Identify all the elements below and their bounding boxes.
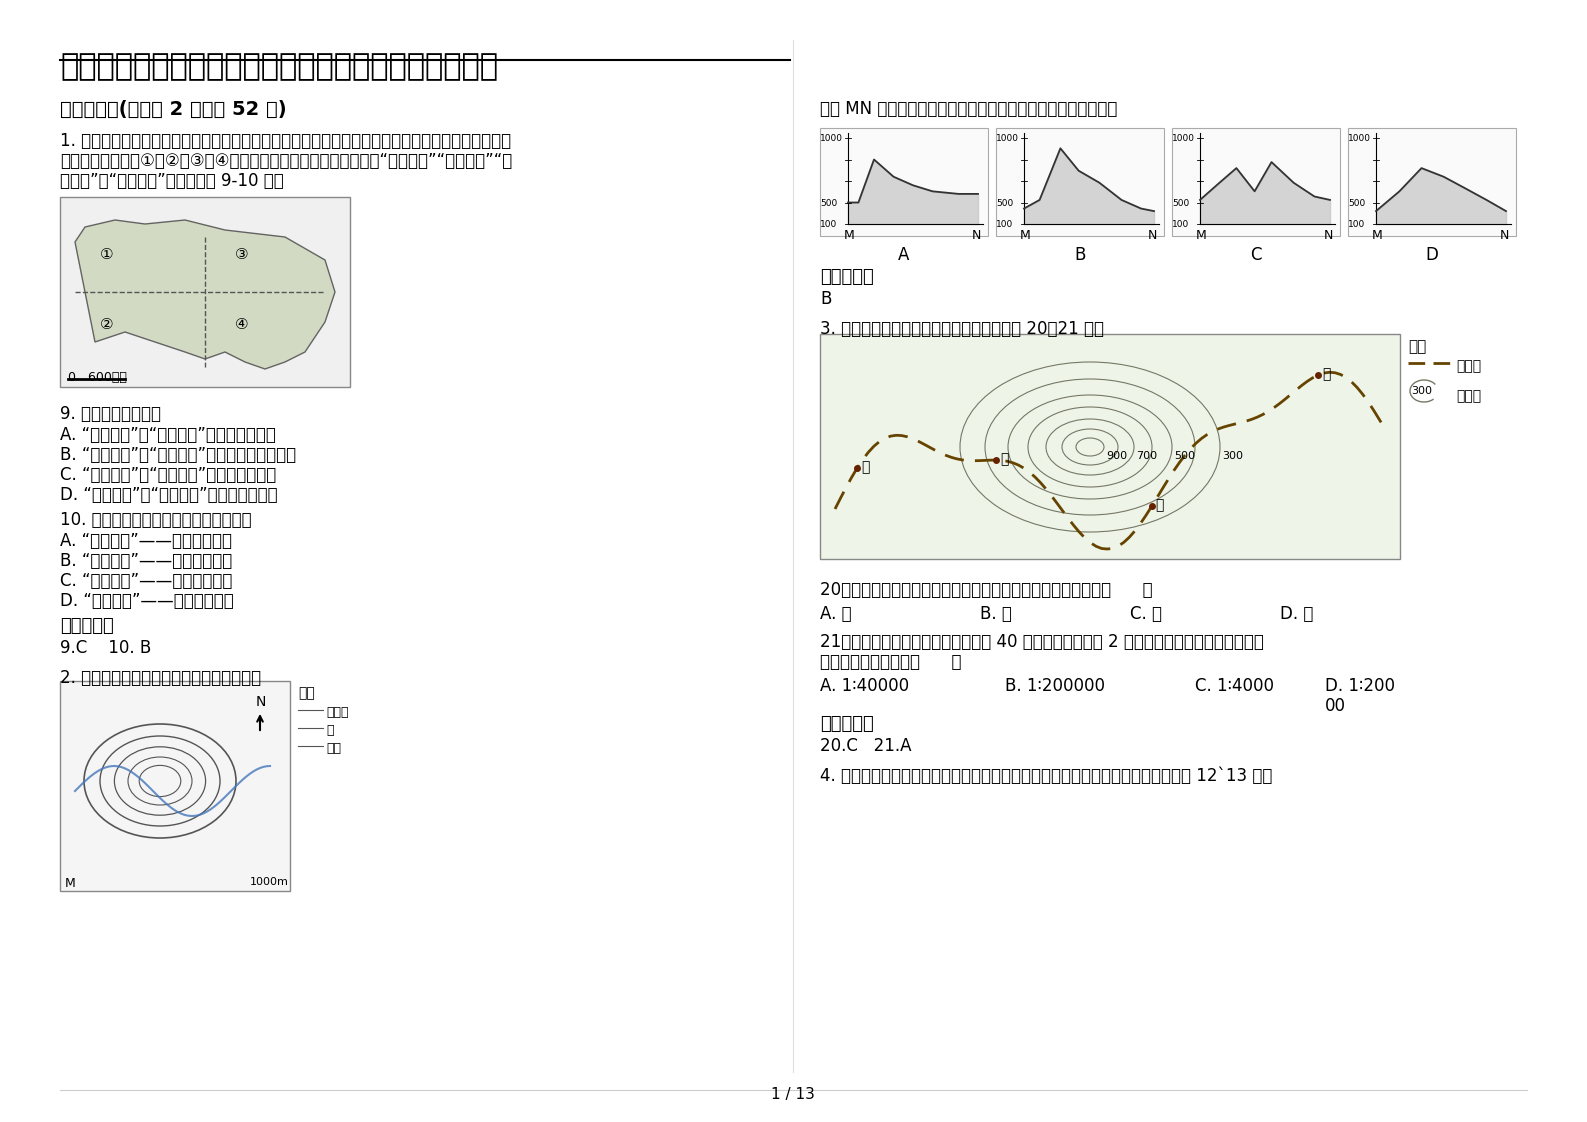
Text: 参考答案：: 参考答案： — [60, 617, 114, 635]
Text: 300: 300 — [1411, 386, 1431, 396]
Text: C. “绿色中国”——流水侵蚀作用: C. “绿色中国”——流水侵蚀作用 — [60, 572, 232, 590]
Text: 3. 读我国某山区公路规划线路设计图，回答 20～21 题。: 3. 读我国某山区公路规划线路设计图，回答 20～21 题。 — [820, 320, 1105, 338]
Text: 等高线: 等高线 — [1455, 389, 1481, 403]
Text: 00: 00 — [1325, 697, 1346, 715]
Text: 2. 下图为我国某地等高线示意图，读图回答: 2. 下图为我国某地等高线示意图，读图回答 — [60, 669, 262, 687]
FancyBboxPatch shape — [60, 681, 290, 891]
Text: 500: 500 — [997, 199, 1013, 208]
Text: ①: ① — [100, 247, 114, 263]
Text: 河流: 河流 — [325, 742, 341, 755]
Text: 100: 100 — [997, 220, 1013, 229]
Text: 参考答案：: 参考答案： — [820, 268, 874, 286]
Text: M: M — [844, 229, 855, 242]
Text: B: B — [1074, 246, 1086, 264]
Text: 500: 500 — [1174, 451, 1195, 461]
Text: 等高线: 等高线 — [325, 706, 349, 719]
Text: 部分，形成如下图①、②、③、④四块区域，并将这四块区域命名为“银色中国”“金色中国”“黄: 部分，形成如下图①、②、③、④四块区域，并将这四块区域命名为“银色中国”“金色中… — [60, 151, 513, 171]
Text: M: M — [65, 877, 76, 890]
Text: A. “黄色中国”——海拔高度所致: A. “黄色中国”——海拔高度所致 — [60, 532, 232, 550]
Text: 10. 各区域与主要成因的组合，正确的是: 10. 各区域与主要成因的组合，正确的是 — [60, 511, 252, 528]
Text: 1000: 1000 — [820, 134, 843, 142]
FancyBboxPatch shape — [820, 128, 989, 236]
Text: A: A — [898, 246, 909, 264]
Text: ④: ④ — [235, 318, 249, 332]
Text: 乙: 乙 — [1000, 452, 1008, 466]
Text: 所选用的比例尺应为（      ）: 所选用的比例尺应为（ ） — [820, 653, 962, 671]
Text: 丁: 丁 — [1322, 367, 1331, 381]
Text: 900: 900 — [1106, 451, 1127, 461]
Polygon shape — [75, 220, 335, 369]
Text: 甲: 甲 — [862, 460, 870, 473]
Text: 1000m: 1000m — [251, 877, 289, 888]
Text: B. 1∶200000: B. 1∶200000 — [1005, 677, 1105, 695]
Text: 图例: 图例 — [1408, 339, 1427, 355]
Text: 100: 100 — [1347, 220, 1365, 229]
Text: 21、若乙、丙两点之间的直线距离为 40 千米，要在边长为 2 米的图幅中完整绘制该区域图，: 21、若乙、丙两点之间的直线距离为 40 千米，要在边长为 2 米的图幅中完整绘… — [820, 633, 1263, 651]
Text: 500: 500 — [1173, 199, 1189, 208]
Text: 4. 下图为一地理科考小组在某山地不同海拔收集到的主要植被叶片。读图，完成第 12`13 题。: 4. 下图为一地理科考小组在某山地不同海拔收集到的主要植被叶片。读图，完成第 1… — [820, 767, 1273, 785]
Text: 甲: 甲 — [325, 724, 333, 737]
Text: N: N — [256, 695, 267, 709]
Text: 1 / 13: 1 / 13 — [771, 1087, 816, 1102]
Text: 下面 MN 两点之间连线的地形剖面图只有一幅是正确的，该图是: 下面 MN 两点之间连线的地形剖面图只有一幅是正确的，该图是 — [820, 100, 1117, 118]
Text: 100: 100 — [1173, 220, 1189, 229]
FancyBboxPatch shape — [820, 334, 1400, 559]
Text: ③: ③ — [235, 247, 249, 263]
Text: M: M — [1373, 229, 1382, 242]
Text: C. 丙: C. 丙 — [1130, 605, 1162, 623]
Text: 1000: 1000 — [1347, 134, 1371, 142]
Text: 图例: 图例 — [298, 686, 314, 700]
Text: B. 乙: B. 乙 — [981, 605, 1013, 623]
Text: A. “银色中国”与“金色中国”以冈底斯山为界: A. “银色中国”与“金色中国”以冈底斯山为界 — [60, 426, 276, 444]
Text: N: N — [1147, 229, 1157, 242]
Text: D. “银色中国”与“绿色中国”的分界线是昆山: D. “银色中国”与“绿色中国”的分界线是昆山 — [60, 486, 278, 504]
Text: 色中国”和“绿色中国”。据此回答 9-10 题。: 色中国”和“绿色中国”。据此回答 9-10 题。 — [60, 172, 284, 190]
Text: 0   600千米: 0 600千米 — [68, 371, 127, 384]
Text: 公路线: 公路线 — [1455, 359, 1481, 373]
Text: C. 1∶4000: C. 1∶4000 — [1195, 677, 1274, 695]
Text: 9. 下列说法正确的是: 9. 下列说法正确的是 — [60, 405, 160, 423]
Text: 500: 500 — [820, 199, 838, 208]
Text: 1. 德国慕尼黑大学的一位教授是这样看待中国的：他首先把中国分成东部与西部，再分别分成南北两: 1. 德国慕尼黑大学的一位教授是这样看待中国的：他首先把中国分成东部与西部，再分… — [60, 132, 511, 150]
Text: D. “银色中国”——纬度位置影响: D. “银色中国”——纬度位置影响 — [60, 592, 233, 610]
Text: A. 甲: A. 甲 — [820, 605, 852, 623]
Text: 1000: 1000 — [997, 134, 1019, 142]
FancyBboxPatch shape — [60, 197, 351, 387]
Text: C: C — [1251, 246, 1262, 264]
Text: M: M — [1020, 229, 1030, 242]
Text: N: N — [971, 229, 981, 242]
Text: 500: 500 — [1347, 199, 1365, 208]
Text: 9.C    10. B: 9.C 10. B — [60, 640, 151, 657]
FancyBboxPatch shape — [997, 128, 1163, 236]
Text: D. 1∶200: D. 1∶200 — [1325, 677, 1395, 695]
FancyBboxPatch shape — [1173, 128, 1339, 236]
Text: N: N — [1500, 229, 1509, 242]
Text: B: B — [820, 289, 832, 309]
Text: 参考答案：: 参考答案： — [820, 715, 874, 733]
Text: 300: 300 — [1222, 451, 1243, 461]
FancyBboxPatch shape — [1347, 128, 1516, 236]
Text: B. “金色中国”与“绿色中国”的分界线包括贺兰山: B. “金色中国”与“绿色中国”的分界线包括贺兰山 — [60, 447, 297, 465]
Text: 丙: 丙 — [1155, 498, 1163, 513]
Text: N: N — [1324, 229, 1333, 242]
Text: 100: 100 — [820, 220, 838, 229]
Text: M: M — [1197, 229, 1206, 242]
Text: B. “银色中国”——海陆位置影响: B. “银色中国”——海陆位置影响 — [60, 552, 232, 570]
Text: 1000: 1000 — [1173, 134, 1195, 142]
Text: C. “黄色中国”与“绿色中国”的分界线为秦岭: C. “黄色中国”与“绿色中国”的分界线为秦岭 — [60, 466, 276, 484]
Text: 内蒙古自治区赤峰市市第十中学高三地理测试题含解析: 内蒙古自治区赤峰市市第十中学高三地理测试题含解析 — [60, 52, 498, 81]
Text: ②: ② — [100, 318, 114, 332]
Text: A. 1∶40000: A. 1∶40000 — [820, 677, 909, 695]
Text: 700: 700 — [1136, 451, 1157, 461]
Text: D. 丁: D. 丁 — [1281, 605, 1314, 623]
Text: 20、图中公路沿线甲、乙、丙、丁四地中，海拔最高点出现在（      ）: 20、图中公路沿线甲、乙、丙、丁四地中，海拔最高点出现在（ ） — [820, 581, 1152, 599]
Text: 20.C   21.A: 20.C 21.A — [820, 737, 911, 755]
Text: 一、选择题(每小题 2 分，共 52 分): 一、选择题(每小题 2 分，共 52 分) — [60, 100, 287, 119]
Text: D: D — [1425, 246, 1438, 264]
